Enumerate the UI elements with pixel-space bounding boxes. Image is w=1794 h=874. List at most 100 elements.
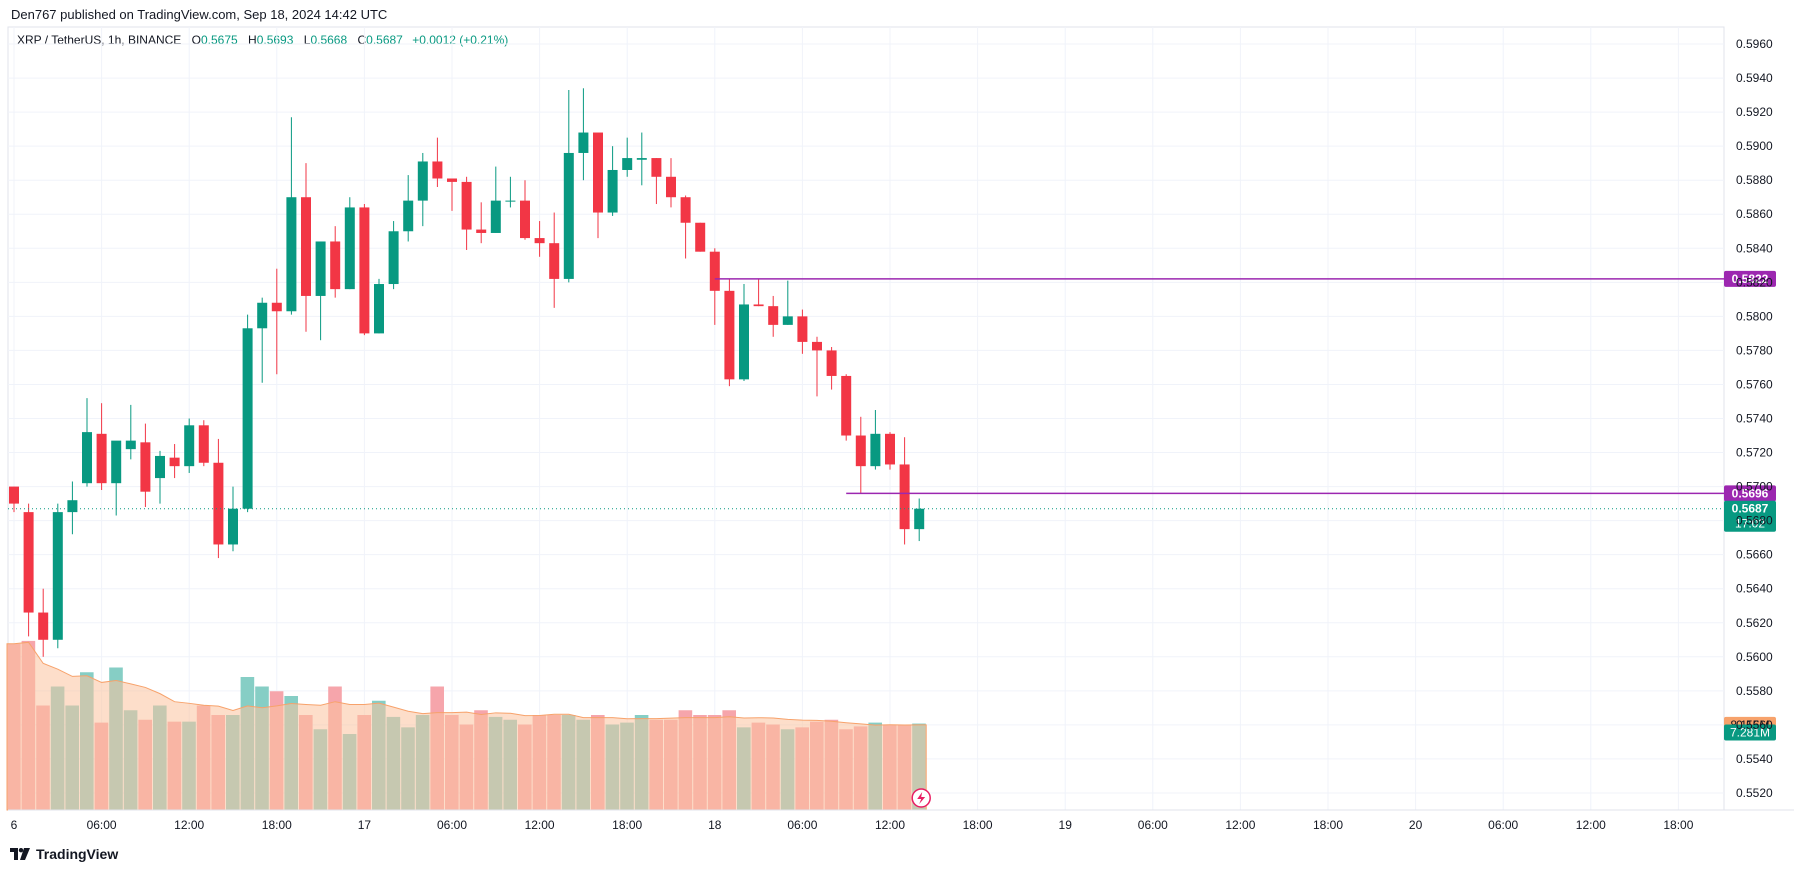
candle-body bbox=[899, 464, 910, 530]
candle-body bbox=[432, 161, 443, 179]
x-tick-label: 18:00 bbox=[612, 818, 642, 832]
candle-body bbox=[461, 181, 472, 230]
candle-body bbox=[286, 197, 297, 312]
legend-change: +0.0012 (+0.21%) bbox=[412, 33, 509, 47]
candle-body bbox=[403, 200, 414, 232]
countdown-label: 17:02 bbox=[1735, 517, 1765, 531]
candle-body bbox=[417, 161, 428, 201]
y-tick-label: 0.5920 bbox=[1736, 105, 1773, 119]
symbol-legend: XRP / TetherUS, 1h, BINANCE O0.5675 H0.5… bbox=[17, 33, 508, 47]
candle-body bbox=[812, 341, 822, 351]
legend-open-label: O bbox=[191, 33, 201, 47]
candle-body bbox=[724, 290, 735, 380]
x-tick-label: 6 bbox=[11, 818, 18, 832]
candle-body bbox=[841, 375, 852, 436]
candle-body bbox=[695, 222, 706, 252]
candle-body bbox=[563, 152, 574, 279]
candle-body bbox=[111, 440, 122, 484]
y-tick-label: 0.5700 bbox=[1736, 480, 1773, 494]
x-tick-label: 06:00 bbox=[1488, 818, 1518, 832]
candle-body bbox=[213, 462, 224, 545]
x-tick-label: 20 bbox=[1409, 818, 1423, 832]
axes: 0.5520 0.5540 0.5560 0.5580 0.5600 0.5620 0.56… bbox=[8, 37, 1794, 832]
candle-body bbox=[607, 169, 618, 213]
x-tick-label: 06:00 bbox=[87, 818, 117, 832]
bolt-icon bbox=[917, 792, 926, 804]
candle-body bbox=[651, 158, 662, 177]
legend-symbol[interactable]: XRP / TetherUS, 1h, BINANCE bbox=[17, 33, 182, 47]
candle-body bbox=[622, 158, 633, 170]
y-tick-label: 0.5820 bbox=[1736, 275, 1773, 289]
y-tick-label: 0.5840 bbox=[1736, 241, 1773, 255]
candle-body bbox=[228, 508, 238, 545]
x-tick-label: 12:00 bbox=[525, 818, 555, 832]
candle-body bbox=[490, 200, 501, 233]
candle-body bbox=[38, 612, 49, 640]
last-price-tag bbox=[1724, 500, 1776, 532]
y-tick-label: 0.5800 bbox=[1736, 309, 1773, 323]
y-tick-label: 0.5880 bbox=[1736, 173, 1773, 187]
y-tick-label: 0.5620 bbox=[1736, 616, 1773, 630]
price-level-tag bbox=[1724, 485, 1776, 502]
candle-body bbox=[534, 238, 545, 244]
candle-body bbox=[753, 304, 764, 307]
y-tick-label: 0.5940 bbox=[1736, 71, 1773, 85]
tradingview-logo[interactable]: TradingView bbox=[10, 846, 118, 862]
x-tick-label: 18:00 bbox=[1663, 818, 1693, 832]
x-tick-label: 12:00 bbox=[1576, 818, 1606, 832]
candlesticks bbox=[9, 88, 925, 657]
candle-body bbox=[797, 316, 808, 342]
candle-body bbox=[344, 207, 355, 290]
candle-body bbox=[96, 433, 107, 484]
x-tick-label: 12:00 bbox=[875, 818, 905, 832]
y-tick-label: 0.5900 bbox=[1736, 139, 1773, 153]
published-by-line: Den767 published on TradingView.com, Sep… bbox=[11, 7, 388, 22]
candle-body bbox=[520, 200, 530, 239]
candle-body bbox=[125, 440, 136, 450]
candle-body bbox=[709, 251, 720, 291]
y-tick-label: 0.5520 bbox=[1736, 786, 1773, 800]
candle-body bbox=[505, 200, 516, 202]
candle-body bbox=[593, 132, 603, 213]
y-tick-label: 0.5600 bbox=[1736, 650, 1773, 664]
tradingview-logo-icon bbox=[10, 848, 30, 860]
x-tick-label: 06:00 bbox=[1138, 818, 1168, 832]
price-level-label: 0.5822 bbox=[1732, 272, 1769, 286]
candle-body bbox=[782, 316, 793, 325]
x-tick-label: 18:00 bbox=[1313, 818, 1343, 832]
candle-body bbox=[447, 178, 457, 182]
x-tick-label: 17 bbox=[358, 818, 372, 832]
volume-last-tag bbox=[1724, 724, 1776, 741]
volume-ma-area bbox=[6, 641, 927, 811]
legend-high: 0.5693 bbox=[256, 33, 294, 47]
candle-body bbox=[184, 425, 195, 467]
candle-body bbox=[330, 241, 341, 290]
candle-body bbox=[388, 231, 399, 285]
y-tick-label: 0.5760 bbox=[1736, 377, 1773, 391]
candle-body bbox=[52, 512, 63, 640]
y-tick-label: 0.5780 bbox=[1736, 343, 1773, 357]
candle-body bbox=[301, 197, 311, 296]
x-tick-label: 18 bbox=[708, 818, 722, 832]
y-tick-label: 0.5560 bbox=[1736, 718, 1773, 732]
candle-body bbox=[855, 435, 866, 467]
candle-body bbox=[680, 197, 691, 223]
candle-body bbox=[870, 433, 881, 467]
x-tick-label: 12:00 bbox=[174, 818, 204, 832]
candle-body bbox=[359, 207, 370, 334]
last-price-label: 0.5687 bbox=[1732, 502, 1769, 516]
candle-body bbox=[476, 229, 487, 233]
candle-body bbox=[826, 350, 837, 376]
x-tick-label: 06:00 bbox=[787, 818, 817, 832]
legend-low-label: L bbox=[303, 33, 311, 47]
volume-last-label: 7.281M bbox=[1730, 726, 1770, 740]
candle-body bbox=[67, 500, 78, 513]
legend-low: 0.5668 bbox=[310, 33, 348, 47]
legend-close-label: C bbox=[357, 33, 367, 47]
candle-body bbox=[315, 241, 326, 296]
candle-body bbox=[169, 457, 180, 467]
y-tick-label: 0.5720 bbox=[1736, 446, 1773, 460]
x-tick-label: 06:00 bbox=[437, 818, 467, 832]
